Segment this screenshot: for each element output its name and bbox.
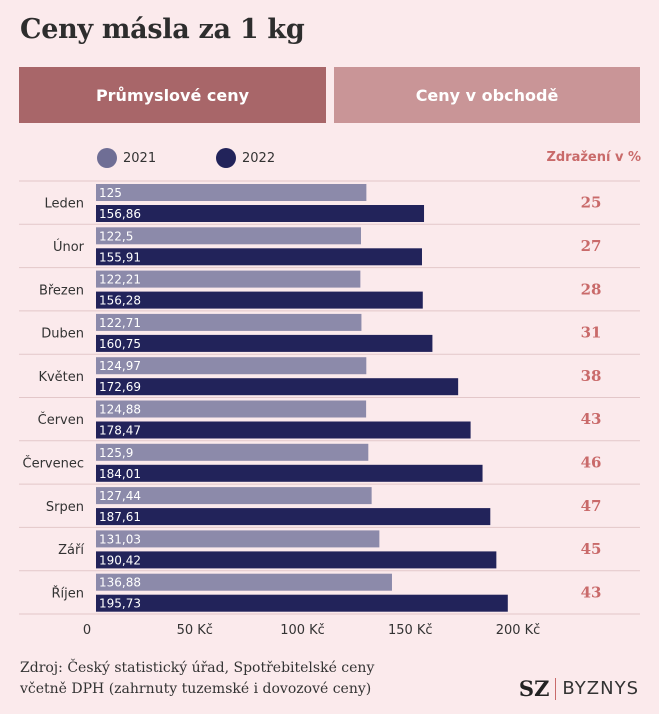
x-tick-label: 150 Kč [388,623,433,638]
category-label: Říjen [52,585,85,601]
legend-item-2021: 2021 [97,148,156,168]
legend-label-2021: 2021 [123,150,157,166]
source-line-2: včetně DPH (zahrnuty tuzemské i dovozové… [20,681,372,697]
increase-value: 28 [581,280,602,298]
bar-label-2021: 136,88 [99,576,141,590]
bar-2021 [96,270,361,288]
bar-2021 [96,487,372,505]
bar-2022 [96,291,423,309]
bar-2022 [96,205,425,222]
source-line-1: Zdroj: Český statistický úřad, Spotřebit… [20,660,375,676]
bar-2021 [96,357,367,375]
category-label: Březen [39,283,84,298]
bar-label-2022: 160,75 [99,337,141,351]
increase-value: 31 [581,324,602,342]
logo-sz: SZ [518,676,550,701]
bar-label-2021: 122,5 [99,229,133,243]
bar-2022 [96,248,422,266]
logo-separator [555,677,557,700]
increase-value: 46 [581,453,602,471]
bar-label-2022: 172,69 [99,380,141,394]
increase-value: 27 [581,237,602,255]
category-label: Duben [41,327,84,342]
x-tick-label: 50 Kč [177,623,213,638]
x-tick-label: 0 [83,623,91,638]
bar-label-2022: 156,86 [99,207,141,221]
bar-2022 [96,421,471,439]
x-tick-label: 200 Kč [496,623,541,638]
increase-value: 25 [581,194,602,212]
bar-label-2021: 127,44 [99,489,141,503]
category-label: Červen [38,412,84,428]
bar-2022 [96,378,459,396]
bar-label-2021: 124,97 [99,359,141,373]
bar-2021 [96,573,392,591]
bar-label-2022: 190,42 [99,553,141,567]
increase-value: 47 [581,497,602,515]
bar-chart: Leden 125 156,86 25 Únor 122,5 155,91 27 Březen 1… [19,180,640,638]
bar-label-2021: 125 [99,186,122,200]
bar-label-2022: 178,47 [99,424,141,438]
bar-label-2022: 155,91 [99,250,141,264]
increase-value: 43 [581,410,602,428]
bar-label-2022: 184,01 [99,467,141,481]
chart-title: Ceny másla za 1 kg [20,14,305,45]
bar-label-2021: 122,21 [99,273,141,287]
bar-label-2021: 131,03 [99,532,141,546]
bar-2021 [96,184,367,201]
bar-2021 [96,443,369,461]
bar-2022 [96,508,491,526]
increase-value: 38 [581,367,602,385]
legend-label-2022: 2022 [242,150,276,166]
bar-label-2022: 187,61 [99,510,141,524]
tab-retail-prices[interactable]: Ceny v obchodě [334,67,640,123]
tab-industrial-prices[interactable]: Průmyslové ceny [19,67,326,123]
bar-label-2022: 195,73 [99,597,141,611]
bar-label-2021: 125,9 [99,446,133,460]
bar-2021 [96,400,367,418]
category-label: Květen [38,370,84,385]
bar-label-2021: 124,88 [99,403,141,417]
brand-logo: SZ BYZNYS [519,676,639,701]
bar-2022 [96,551,497,569]
legend-item-2022: 2022 [216,148,275,168]
bar-2021 [96,530,380,548]
bar-label-2021: 122,71 [99,316,141,330]
increase-value: 43 [581,583,602,601]
category-label: Únor [53,239,85,255]
logo-byznys: BYZNYS [562,678,639,699]
increase-value: 45 [581,540,602,558]
bar-2022 [96,334,433,352]
category-label: Leden [44,197,84,212]
bar-2022 [96,594,508,612]
category-label: Září [58,543,84,558]
bar-2021 [96,227,361,245]
bar-label-2022: 156,28 [99,294,141,308]
legend-swatch-2022 [216,148,236,168]
source-note: Zdroj: Český statistický úřad, Spotřebit… [20,658,374,700]
category-label: Červenec [23,455,85,471]
bar-2021 [96,313,362,331]
legend-swatch-2021 [97,148,117,168]
bar-2022 [96,464,483,482]
increase-header: Zdražení v % [546,150,641,165]
category-label: Srpen [46,500,84,515]
x-tick-label: 100 Kč [280,623,325,638]
